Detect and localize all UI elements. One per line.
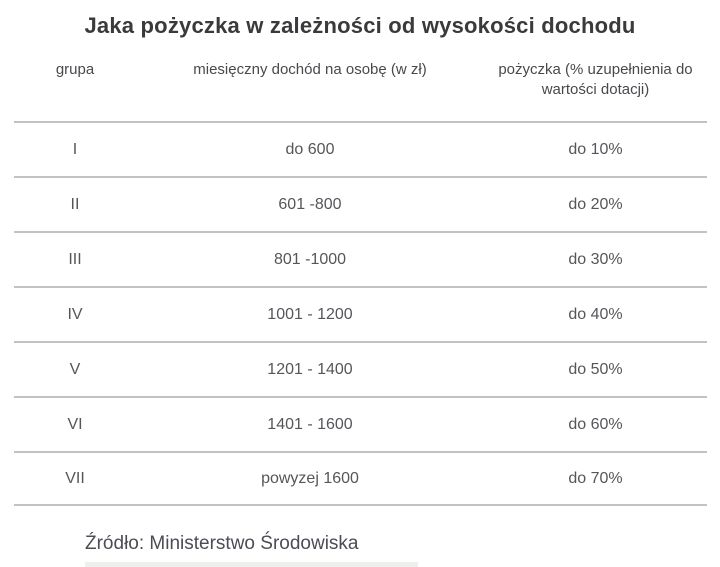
- page-title: Jaka pożyczka w zależności od wysokości …: [84, 13, 636, 38]
- cell-income: 801 -1000: [273, 250, 347, 268]
- cell-loan: do 70%: [568, 469, 623, 487]
- cell-group: VII: [65, 469, 85, 487]
- table-row: I do 600 do 10%: [14, 121, 707, 176]
- cell-income: powyzej 1600: [261, 469, 359, 487]
- table-row: VII powyzej 1600 do 70%: [14, 451, 707, 506]
- header-loan: pożyczka (% uzupełnienia do wartości dot…: [484, 60, 707, 100]
- table-row: II 601 -800 do 20%: [14, 176, 707, 231]
- income-loan-table: grupa miesięczny dochód na osobę (w zł) …: [14, 60, 707, 506]
- cell-group: III: [68, 250, 82, 268]
- header-income: miesięczny dochód na osobę (w zł): [193, 61, 427, 78]
- cell-group: IV: [67, 305, 83, 323]
- cropped-next-element-edge: [85, 562, 418, 567]
- cell-income: 1401 - 1600: [267, 415, 353, 433]
- cell-group: VI: [67, 415, 83, 433]
- cell-income: do 600: [285, 140, 335, 158]
- cell-income: 1001 - 1200: [267, 305, 353, 323]
- cell-loan: do 60%: [568, 415, 623, 433]
- cell-loan: do 40%: [568, 305, 623, 323]
- table-row: VI 1401 - 1600 do 60%: [14, 396, 707, 451]
- cell-loan: do 20%: [568, 195, 623, 213]
- cell-income: 1201 - 1400: [267, 360, 353, 378]
- cell-loan: do 30%: [568, 250, 623, 268]
- cell-group: I: [72, 140, 78, 158]
- cell-group: V: [69, 360, 81, 378]
- table-row: III 801 -1000 do 30%: [14, 231, 707, 286]
- table-header-row: grupa miesięczny dochód na osobę (w zł) …: [14, 60, 707, 121]
- table-row: IV 1001 - 1200 do 40%: [14, 286, 707, 341]
- table-row: V 1201 - 1400 do 50%: [14, 341, 707, 396]
- cell-loan: do 10%: [568, 140, 623, 158]
- header-group: grupa: [55, 61, 95, 78]
- cell-loan: do 50%: [568, 360, 623, 378]
- cell-income: 601 -800: [278, 195, 342, 213]
- header-loan-text: pożyczka (% uzupełnienia do wartości dot…: [498, 61, 693, 98]
- source-attribution: Źródło: Ministerstwo Środowiska: [85, 533, 359, 554]
- cell-group: II: [70, 195, 80, 213]
